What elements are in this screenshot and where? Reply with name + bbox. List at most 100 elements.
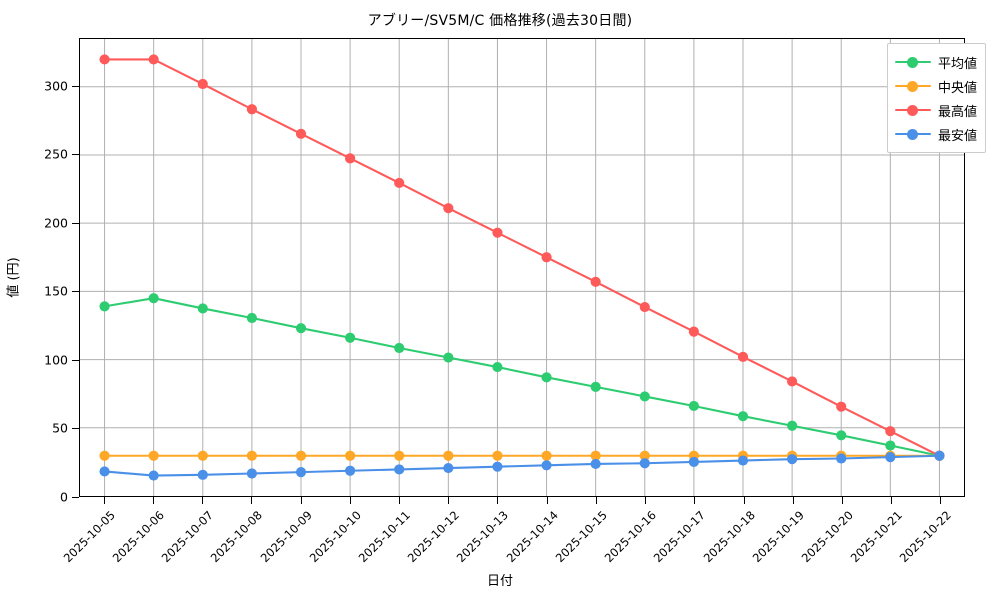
data-point-marker <box>295 128 307 139</box>
data-point-marker <box>836 453 847 464</box>
data-point-marker <box>394 450 405 461</box>
legend-label: 最高値 <box>937 104 977 120</box>
data-point-marker <box>590 381 601 392</box>
data-point-marker <box>541 460 552 471</box>
chart-title: アブリー/SV5M/C 価格推移(過去30日間) <box>367 13 633 29</box>
data-point-marker <box>99 54 110 65</box>
data-point-marker <box>737 455 749 466</box>
y-axis-tick-label: 200 <box>44 215 68 231</box>
data-point-marker <box>197 469 208 480</box>
data-point-marker <box>492 450 503 461</box>
data-point-marker <box>639 450 650 461</box>
data-point-marker <box>787 454 798 465</box>
x-axis-tick-mark <box>497 497 499 504</box>
data-point-marker <box>345 332 356 343</box>
data-point-marker <box>345 465 356 476</box>
y-axis-tick-label: 50 <box>52 420 68 436</box>
data-point-marker <box>492 461 503 472</box>
data-point-marker <box>345 450 356 461</box>
data-point-marker <box>246 450 257 461</box>
legend-label: 中央値 <box>937 80 977 96</box>
x-axis-tick-mark <box>448 497 450 504</box>
x-axis-tick-mark <box>694 497 696 504</box>
data-point-marker <box>394 177 405 188</box>
data-point-marker <box>737 351 749 362</box>
data-point-marker <box>885 440 896 451</box>
y-axis-tick-mark <box>72 291 79 293</box>
x-axis-tick-mark <box>251 497 253 504</box>
legend-swatch-icon <box>894 127 931 141</box>
x-axis-tick-mark <box>743 497 745 504</box>
data-point-marker <box>492 362 503 373</box>
y-axis-tick-mark <box>72 222 79 224</box>
data-point-marker <box>99 466 110 477</box>
data-point-marker <box>345 153 356 164</box>
data-point-marker <box>295 323 307 334</box>
data-point-marker <box>590 450 601 461</box>
data-point-marker <box>885 452 896 463</box>
y-axis-tick-label: 0 <box>60 489 68 505</box>
chart-legend: 平均値中央値最高値最安値 <box>886 43 986 153</box>
data-point-marker <box>541 450 552 461</box>
y-axis-tick-mark <box>72 359 79 361</box>
series-line-2 <box>103 58 941 457</box>
data-point-marker <box>246 468 257 479</box>
legend-swatch-icon <box>894 79 931 93</box>
data-point-marker <box>836 401 847 412</box>
data-point-marker <box>148 450 159 461</box>
data-point-marker <box>394 464 405 475</box>
x-axis-tick-mark <box>792 497 794 504</box>
data-point-marker <box>197 303 208 314</box>
data-point-marker <box>590 458 601 470</box>
legend-swatch-icon <box>894 55 931 69</box>
data-point-marker <box>443 203 454 214</box>
legend-item-3[interactable]: 最安値 <box>894 122 977 146</box>
y-axis-tick-mark <box>72 85 79 87</box>
data-point-marker <box>148 293 159 304</box>
series-lines <box>99 54 945 481</box>
data-point-marker <box>885 426 896 437</box>
data-point-marker <box>688 326 699 337</box>
series-line-0 <box>103 297 941 457</box>
x-axis-tick-mark <box>546 497 548 504</box>
data-point-marker <box>246 104 257 115</box>
x-axis-tick-mark <box>300 497 302 504</box>
y-axis-tick-mark <box>72 497 79 498</box>
legend-item-0[interactable]: 平均値 <box>894 50 977 74</box>
legend-swatch-icon <box>894 103 931 117</box>
x-axis-tick-mark <box>152 497 154 504</box>
x-axis-tick-mark <box>595 497 597 504</box>
data-point-marker <box>99 301 110 312</box>
data-point-marker <box>295 450 307 461</box>
y-axis-tick-label: 100 <box>44 352 68 368</box>
data-point-marker <box>394 342 405 354</box>
data-point-marker <box>148 470 159 481</box>
x-axis-tick-mark <box>103 497 105 504</box>
legend-item-1[interactable]: 中央値 <box>894 74 977 98</box>
data-point-marker <box>197 450 208 461</box>
data-point-marker <box>197 78 208 90</box>
data-point-marker <box>541 372 552 383</box>
data-point-marker <box>787 420 798 431</box>
y-axis-tick-mark <box>72 428 79 430</box>
data-point-marker <box>590 276 601 287</box>
y-axis-tick-label: 250 <box>44 146 68 162</box>
legend-item-2[interactable]: 最高値 <box>894 98 977 122</box>
data-point-marker <box>639 458 650 469</box>
data-point-marker <box>443 462 454 474</box>
data-point-marker <box>492 227 503 238</box>
x-axis-tick-mark <box>940 497 942 504</box>
series-line-3 <box>103 454 941 477</box>
data-point-marker <box>148 54 159 65</box>
data-point-marker <box>787 376 798 387</box>
x-axis-tick-mark <box>841 497 843 504</box>
legend-label: 最安値 <box>937 128 977 144</box>
data-point-marker <box>836 430 847 441</box>
data-point-marker <box>688 400 699 412</box>
data-point-marker <box>443 450 454 461</box>
legend-label: 平均値 <box>937 56 977 72</box>
data-point-marker <box>295 467 307 478</box>
y-axis-tick-label: 300 <box>44 78 68 94</box>
data-point-marker <box>443 352 454 363</box>
